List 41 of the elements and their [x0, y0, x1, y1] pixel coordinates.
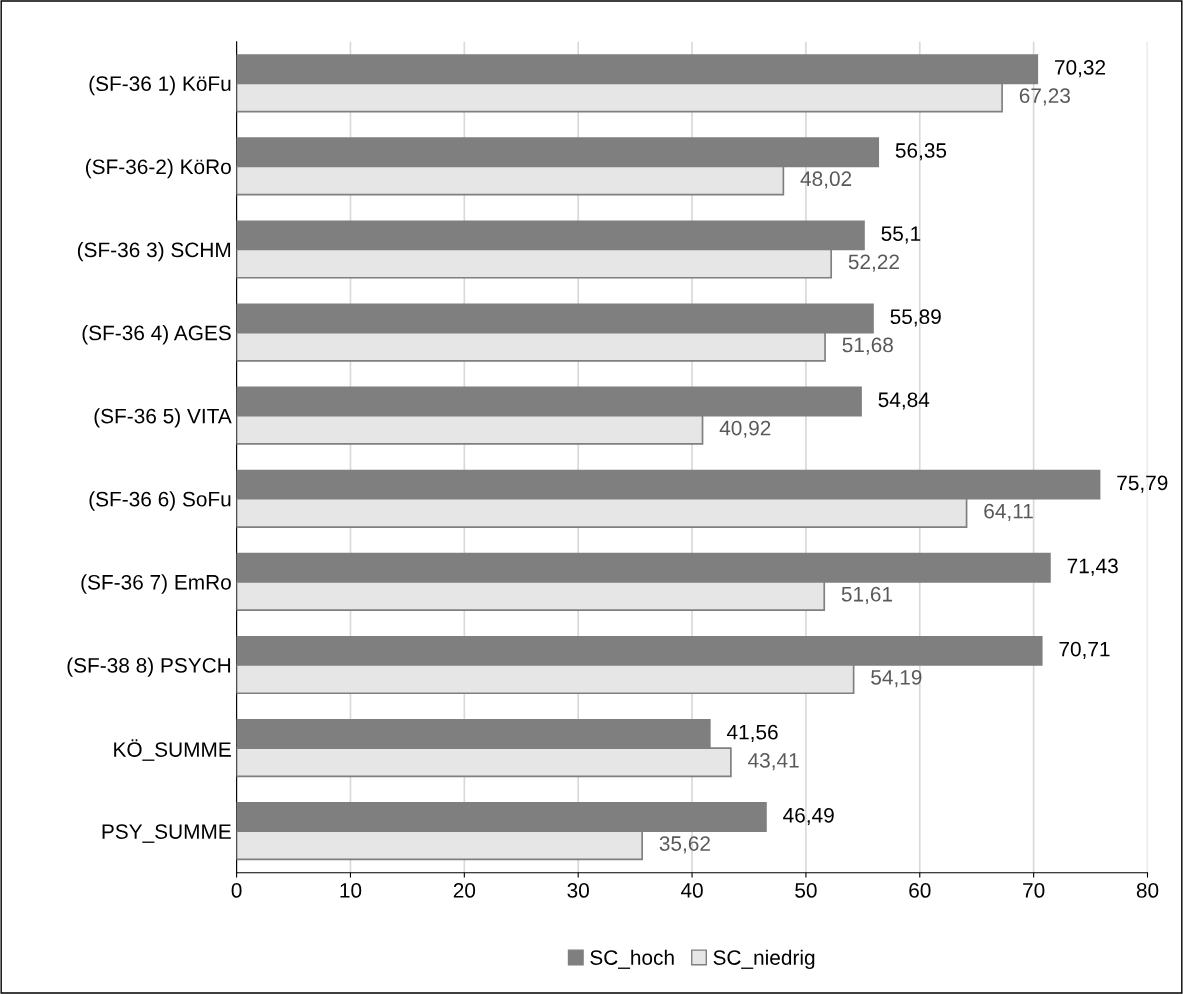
data-label: 56,35 — [895, 143, 947, 161]
y-tick-label: (SF-36 3) SCHM — [77, 241, 231, 262]
data-label: 48,02 — [800, 171, 852, 189]
y-tick-label: (SF-36 7) EmRo — [81, 574, 231, 594]
data-label: 64,11 — [984, 503, 1033, 521]
x-tick-label: 20 — [453, 883, 476, 898]
data-label: 71,43 — [1067, 558, 1118, 576]
y-tick-label: (SF-38 8) PSYCH — [67, 657, 231, 677]
legend-label: SC_hoch — [590, 949, 674, 969]
x-tick-label: 10 — [340, 883, 362, 898]
x-tick-label: 60 — [909, 883, 931, 898]
x-tick-label: 80 — [1136, 883, 1159, 898]
legend-label: SC_niedrig — [713, 949, 815, 970]
data-label: 51,68 — [842, 337, 893, 355]
data-label: 43,41 — [748, 753, 799, 771]
y-tick-label: KÖ_SUMME — [114, 739, 231, 761]
data-label: 41,56 — [726, 724, 778, 743]
data-label: 51,61 — [841, 586, 893, 605]
data-label: 46,49 — [783, 807, 834, 826]
x-tick-label: 70 — [1023, 883, 1045, 898]
x-tick-label: 40 — [680, 883, 703, 898]
data-label: 75,79 — [1117, 475, 1168, 493]
data-label: 70,32 — [1055, 60, 1106, 78]
data-label: 70,71 — [1059, 641, 1110, 659]
y-tick-label: PSY_SUMME — [102, 824, 231, 843]
data-label: 54,84 — [878, 392, 930, 410]
data-label: 35,62 — [659, 836, 710, 854]
y-tick-label: (SF-36 4) AGES — [82, 325, 231, 345]
x-tick-label: 30 — [567, 883, 589, 898]
y-tick-label: (SF-36 1) KöFu — [89, 75, 231, 96]
data-label: 55,89 — [890, 309, 941, 327]
data-label: 52,22 — [848, 254, 899, 272]
x-tick-label: 0 — [231, 883, 242, 898]
data-label: 67,23 — [1019, 88, 1070, 106]
data-label: 55,1 — [881, 226, 921, 244]
y-tick-label: (SF-36-2) KöRo — [86, 158, 231, 179]
data-label: 54,19 — [871, 669, 922, 688]
data-label: 40,92 — [719, 420, 771, 438]
y-tick-label: (SF-36 6) SoFu — [89, 491, 231, 511]
y-tick-label: (SF-36 5) VITA — [94, 408, 232, 428]
x-tick-label: 50 — [795, 883, 817, 898]
